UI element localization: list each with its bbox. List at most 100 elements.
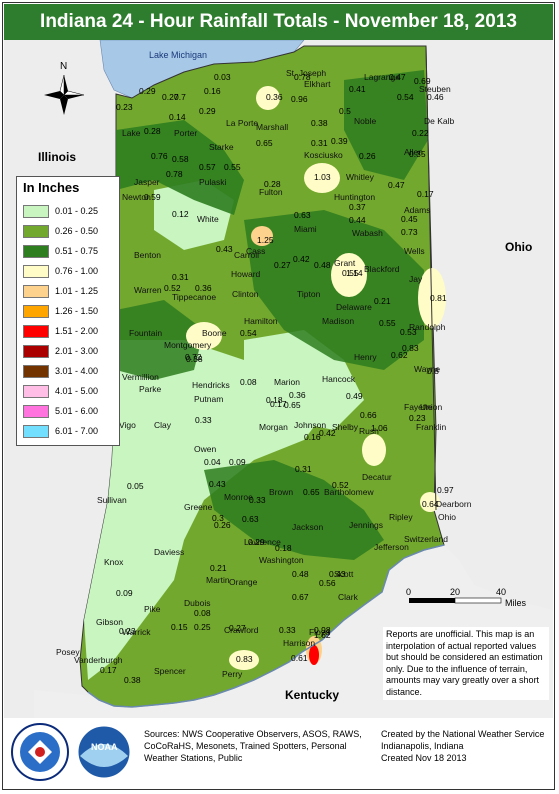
county-label: Owen	[194, 444, 216, 454]
rain-value: 0.27	[229, 623, 246, 633]
rain-value: 0.22	[412, 128, 429, 138]
county-label: Pike	[144, 604, 161, 614]
rain-value: 0.31	[172, 272, 189, 282]
low-rain-region	[84, 340, 334, 680]
rain-value: 0.25	[194, 622, 211, 632]
rain-value: 0.58	[172, 154, 189, 164]
heavy-band-central	[244, 210, 424, 370]
rain-value: 0.33	[249, 495, 266, 505]
legend-swatch	[23, 305, 49, 318]
county-label: Cass	[246, 246, 265, 256]
heavy-band-south	[204, 460, 384, 560]
compass-n: N	[60, 61, 67, 72]
rain-value: 0.98	[314, 625, 331, 635]
rain-value: 0.16	[304, 432, 321, 442]
sources-text: Sources: NWS Cooperative Observers, ASOS…	[144, 729, 362, 763]
county-label: Marion	[274, 377, 300, 387]
county-label: Boone	[202, 328, 227, 338]
county-label: Jefferson	[374, 542, 409, 552]
rain-value: 0.17	[417, 189, 434, 199]
county-label: Spencer	[154, 666, 186, 676]
county-label: Ripley	[389, 512, 413, 522]
legend-swatch	[23, 245, 49, 258]
county-label: Harrison	[283, 638, 315, 648]
rain-value: 0.63	[294, 210, 311, 220]
county-label: Vigo	[119, 420, 136, 430]
county-label: Franklin	[416, 422, 447, 432]
county-label: Washington	[259, 555, 304, 565]
county-label: Huntington	[334, 192, 375, 202]
county-label: Crawford	[224, 625, 259, 635]
rain-value: 0.49	[346, 391, 363, 401]
county-label: Starke	[209, 142, 234, 152]
rain-value: 1.03	[314, 172, 331, 182]
county-label: Jay	[409, 274, 423, 284]
rain-value: 0.39	[331, 136, 348, 146]
county-label: Dubois	[184, 598, 210, 608]
county-label: Randolph	[409, 322, 446, 332]
rain-value: 0.09	[229, 457, 246, 467]
rain-value: 0.38	[186, 354, 203, 364]
ohio-border	[425, 45, 437, 511]
footer: NOAA Sources: NWS Cooperative Observers,…	[4, 718, 553, 788]
county-label: St. Joseph	[286, 68, 326, 78]
county-label: Orange	[229, 577, 258, 587]
rain-value: 0.12	[172, 209, 189, 219]
county-label: Whitley	[346, 172, 375, 182]
county-label: Vanderburgh	[74, 655, 123, 665]
county-label: Montgomery	[164, 340, 212, 350]
scale-bar: 0 20 40 Miles	[406, 587, 527, 608]
rain-value: 0.64	[422, 499, 439, 509]
county-label: Hancock	[322, 374, 356, 384]
county-label: Parke	[139, 384, 161, 394]
rain-value: 0.09	[116, 588, 133, 598]
legend-label: 0.01 - 0.25	[55, 206, 99, 216]
moderate-spot-f	[362, 434, 386, 466]
county-label: Bartholomew	[324, 487, 374, 497]
county-label: Newton	[122, 192, 151, 202]
county-label: Rush	[359, 426, 379, 436]
rain-value: 0.48	[292, 569, 309, 579]
county-label: Wayne	[414, 364, 440, 374]
county-label: Fayette	[404, 402, 433, 412]
rain-value: 0.43	[329, 569, 346, 579]
rain-value: 0.65	[284, 400, 301, 410]
rain-value: 0.29	[248, 537, 265, 547]
county-label: Porter	[174, 128, 197, 138]
county-label: Allen	[404, 147, 423, 157]
legend-swatch	[23, 425, 49, 438]
rain-value: 0.08	[194, 608, 211, 618]
rain-value: 1.25	[257, 235, 274, 245]
rain-value: 0.23	[119, 626, 136, 636]
logos: NOAA	[11, 723, 131, 781]
legend-label: 0.26 - 0.50	[55, 226, 99, 236]
rain-value: 0.63	[242, 514, 259, 524]
rain-value: 0.27	[274, 260, 291, 270]
county-label: Switzerland	[404, 534, 448, 544]
noaa-logo: NOAA	[77, 725, 131, 779]
county-label: Noble	[354, 116, 376, 126]
heavy-band-north	[116, 120, 244, 215]
rain-value: 0.65	[256, 138, 273, 148]
legend-label: 0.51 - 0.75	[55, 246, 99, 256]
county-label: Martin	[206, 575, 230, 585]
rain-value: 0.81	[430, 293, 447, 303]
county-label: Clinton	[232, 289, 259, 299]
rain-value: 0.33	[279, 625, 296, 635]
rain-value: 0.36	[195, 283, 212, 293]
rain-value: 0.21	[210, 563, 227, 573]
county-label: Warrick	[122, 627, 151, 637]
county-label: Blackford	[364, 264, 400, 274]
rain-value: 0.31	[311, 138, 328, 148]
moderate-spot-b	[256, 86, 280, 110]
rain-value: 0.42	[293, 254, 310, 264]
county-label: Jackson	[292, 522, 323, 532]
county-label: Fountain	[129, 328, 162, 338]
credit-text: Created by the National Weather Service …	[381, 729, 545, 763]
legend-swatch	[23, 285, 49, 298]
rain-value: 0.08	[240, 377, 257, 387]
compass-rose: N	[44, 61, 85, 115]
rain-value: 0.57	[199, 162, 216, 172]
county-label: Brown	[269, 487, 293, 497]
